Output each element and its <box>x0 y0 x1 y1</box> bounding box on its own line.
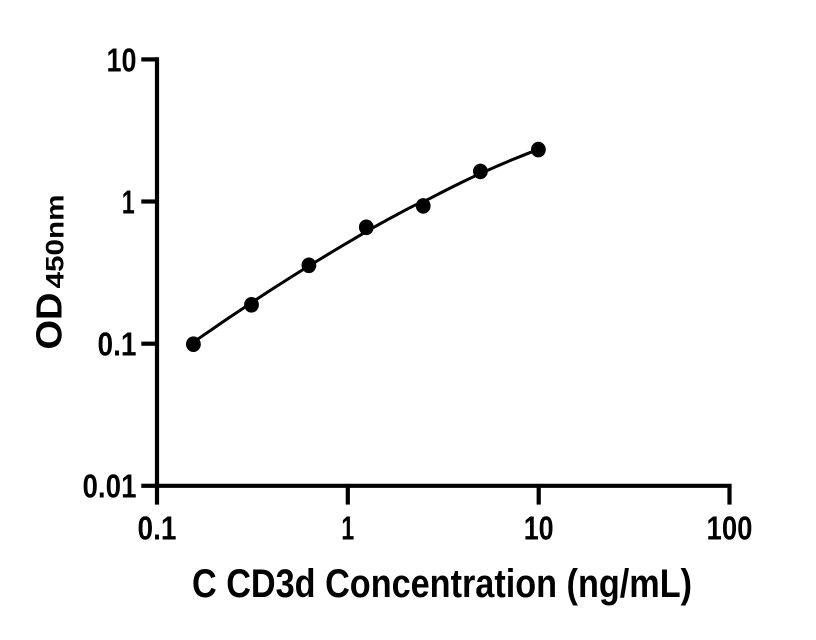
svg-text:450nm: 450nm <box>42 195 70 289</box>
svg-text:100: 100 <box>707 510 753 547</box>
svg-text:C CD3d Concentration (ng/mL): C CD3d Concentration (ng/mL) <box>192 562 692 606</box>
svg-text:10: 10 <box>107 41 137 78</box>
svg-text:10: 10 <box>524 510 554 547</box>
svg-text:1: 1 <box>341 510 354 547</box>
svg-text:1: 1 <box>122 183 135 220</box>
svg-text:0.1: 0.1 <box>138 510 177 547</box>
svg-text:OD: OD <box>29 293 70 350</box>
svg-text:0.01: 0.01 <box>83 468 137 505</box>
svg-text:0.1: 0.1 <box>98 326 137 363</box>
